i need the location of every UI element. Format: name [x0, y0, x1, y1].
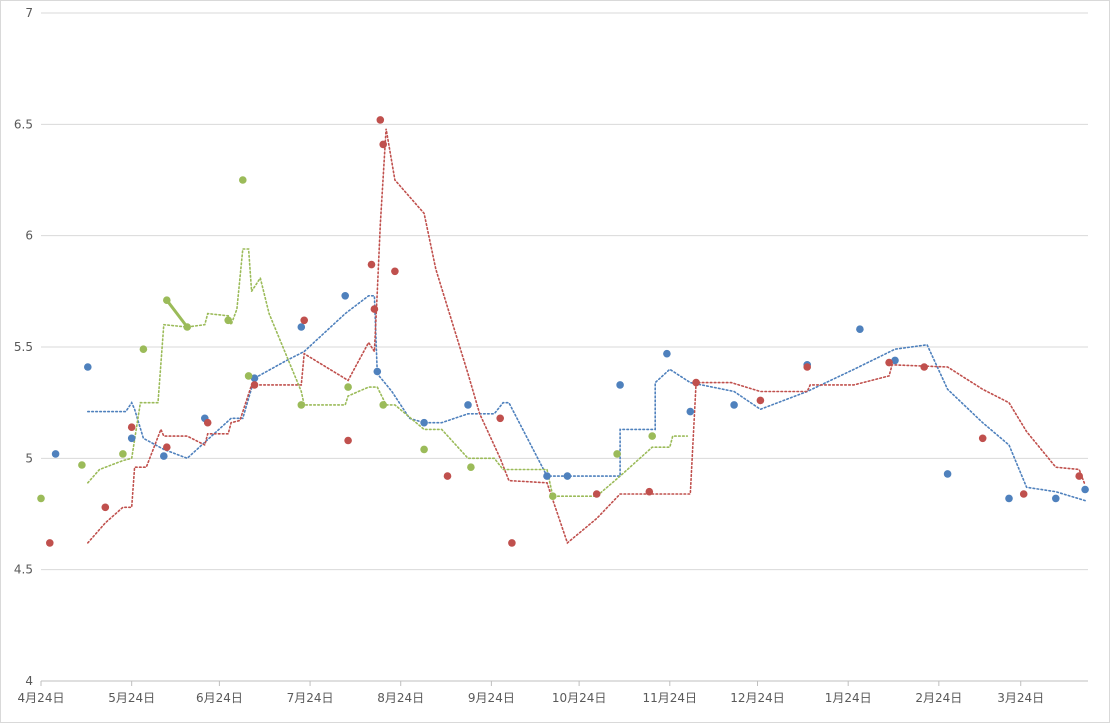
- x-tick-label: 7月24日: [287, 691, 334, 705]
- y-tick-label: 4: [25, 674, 33, 688]
- data-point-series-1: [730, 401, 738, 409]
- data-point-series-1: [250, 374, 259, 383]
- y-tick-label: 4.5: [14, 563, 33, 577]
- trend-lines: [87, 128, 1086, 545]
- data-point-series-1: [127, 434, 136, 443]
- data-point-series-2: [391, 267, 399, 276]
- x-tick-label: 6月24日: [196, 691, 243, 705]
- trend-line-series-3: [87, 248, 689, 498]
- x-tick-label: 12月24日: [730, 691, 785, 705]
- data-point-series-1: [1081, 485, 1089, 494]
- data-point-series-2: [370, 305, 379, 313]
- data-point-series-2: [496, 414, 505, 423]
- data-point-series-3: [78, 461, 86, 469]
- data-point-series-1: [297, 323, 306, 331]
- data-point-series-2: [250, 381, 259, 389]
- data-point-series-1: [160, 452, 168, 460]
- data-point-series-2: [692, 378, 700, 387]
- data-point-series-1: [84, 363, 92, 371]
- data-point-series-1: [543, 472, 551, 480]
- data-point-series-2: [443, 472, 452, 480]
- data-point-series-3: [549, 492, 557, 501]
- data-point-series-2: [1019, 490, 1028, 498]
- x-tick-label: 3月24日: [997, 691, 1044, 705]
- data-point-series-2: [367, 260, 376, 269]
- data-point-series-2: [756, 396, 765, 405]
- y-tick-label: 6.5: [14, 117, 33, 131]
- gridlines: [41, 12, 1088, 571]
- data-point-series-1: [1052, 494, 1060, 503]
- x-tick-label: 10月24日: [552, 691, 607, 705]
- data-point-series-3: [244, 372, 253, 380]
- data-point-series-3: [613, 450, 621, 458]
- data-point-series-3: [239, 176, 247, 184]
- data-point-series-2: [203, 418, 212, 427]
- data-point-series-2: [376, 116, 385, 124]
- data-point-series-1: [464, 401, 472, 409]
- y-tick-label: 7: [25, 6, 33, 20]
- data-point-series-2: [803, 363, 811, 371]
- data-point-series-3: [379, 401, 388, 409]
- data-point-series-2: [920, 363, 928, 371]
- data-point-series-2: [508, 539, 516, 547]
- data-point-series-1: [51, 450, 60, 458]
- data-point-series-2: [645, 487, 654, 496]
- data-point-series-2: [885, 358, 893, 367]
- data-point-series-3: [467, 463, 475, 472]
- data-point-series-1: [856, 325, 864, 334]
- data-point-series-2: [101, 503, 110, 512]
- x-tick-label: 9月24日: [468, 691, 515, 705]
- data-point-series-1: [616, 381, 624, 389]
- line-segment-series-3: [165, 299, 189, 328]
- data-point-series-2: [592, 490, 601, 498]
- data-point-series-1: [663, 349, 671, 358]
- y-tick-label: 5.5: [14, 340, 33, 354]
- data-point-series-3: [648, 432, 656, 440]
- y-tick-label: 5: [25, 451, 33, 465]
- data-point-series-1: [891, 356, 899, 365]
- x-tick-label: 2月24日: [915, 691, 962, 705]
- data-point-series-3: [344, 383, 352, 391]
- data-point-series-3: [139, 345, 148, 354]
- data-point-series-2: [344, 436, 352, 445]
- data-point-series-3: [37, 494, 45, 503]
- data-point-series-1: [373, 367, 382, 376]
- data-point-series-1: [341, 292, 350, 300]
- data-point-series-3: [224, 316, 232, 325]
- data-point-series-1: [563, 472, 572, 480]
- data-point-series-2: [379, 140, 388, 149]
- data-point-series-1: [943, 470, 952, 478]
- data-point-series-3: [297, 401, 306, 409]
- x-tick-label: 4月24日: [18, 691, 65, 705]
- x-tick-label: 1月24日: [825, 691, 872, 705]
- data-point-series-1: [420, 418, 428, 427]
- data-point-series-3: [183, 323, 191, 331]
- tick-labels: 4 4.5 5 5.5 6 6.5 7 4月24日 5月24日 6月24日 7月24日 8月24日 9月…: [14, 6, 1044, 705]
- y-tick-label: 6: [25, 229, 33, 243]
- data-point-series-1: [686, 407, 695, 416]
- trend-line-series-1: [87, 294, 1086, 502]
- data-point-series-1: [1005, 494, 1013, 503]
- data-point-series-2: [46, 539, 54, 547]
- data-point-series-2: [1075, 472, 1083, 480]
- data-point-series-3: [119, 450, 127, 458]
- data-points: [37, 116, 1089, 547]
- x-tick-label: 11月24日: [643, 691, 698, 705]
- trend-line-series-2: [87, 128, 1086, 545]
- data-point-series-3: [420, 445, 428, 454]
- data-point-series-2: [300, 316, 309, 325]
- data-point-series-3: [163, 296, 171, 305]
- data-point-series-2: [127, 423, 136, 432]
- data-point-series-2: [978, 434, 987, 443]
- x-tick-label: 5月24日: [108, 691, 155, 705]
- data-point-series-2: [163, 443, 171, 452]
- x-tick-label: 8月24日: [377, 691, 424, 705]
- axes: [40, 680, 1088, 686]
